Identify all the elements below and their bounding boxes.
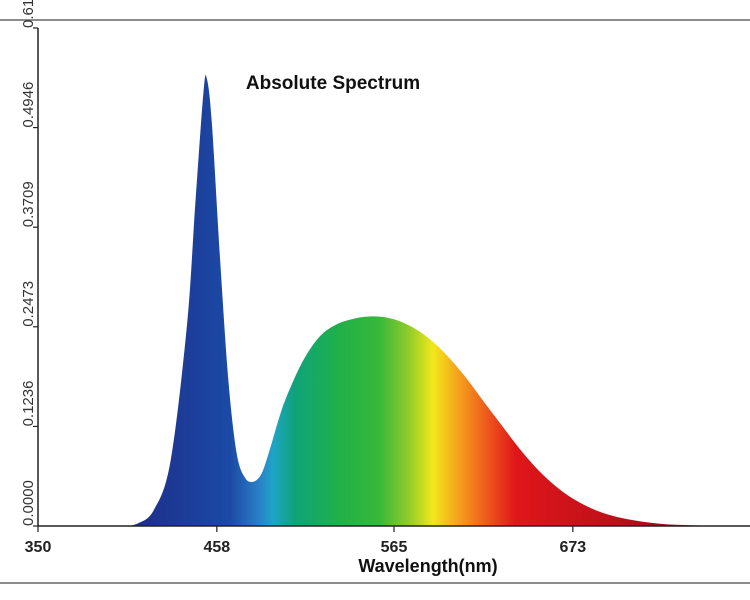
x-tick-label: 673 bbox=[559, 539, 586, 556]
y-tick-label: 0.4946 bbox=[20, 82, 37, 128]
y-tick-label: 0.6182 bbox=[20, 0, 37, 28]
x-tick-label: 458 bbox=[203, 539, 230, 556]
y-tick-label: 0.0000 bbox=[20, 480, 37, 526]
x-tick-label: 565 bbox=[381, 539, 408, 556]
y-tick-label: 0.1236 bbox=[20, 381, 37, 427]
spectrum-area bbox=[38, 74, 750, 526]
x-tick-label: 350 bbox=[25, 539, 52, 556]
y-ticks: 0.0000 0.1236 0.2473 0.3709 0.4946 0.6182 bbox=[20, 0, 38, 527]
y-tick-label: 0.3709 bbox=[20, 181, 37, 227]
x-ticks: 350 458 565 673 bbox=[25, 526, 586, 556]
x-axis-label: Wavelength(nm) bbox=[358, 556, 497, 576]
y-tick-label: 0.2473 bbox=[20, 281, 37, 327]
chart-title: Absolute Spectrum bbox=[246, 73, 420, 94]
